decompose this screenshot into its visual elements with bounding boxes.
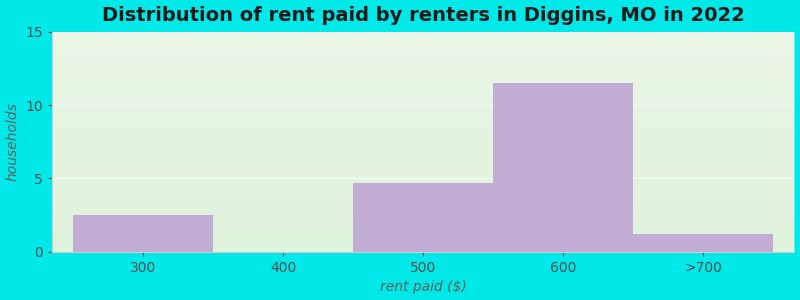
Bar	[634, 234, 774, 252]
Title: Distribution of rent paid by renters in Diggins, MO in 2022: Distribution of rent paid by renters in …	[102, 6, 745, 25]
Bar	[73, 215, 213, 252]
Y-axis label: households: households	[6, 102, 19, 181]
X-axis label: rent paid ($): rent paid ($)	[380, 280, 466, 294]
Bar	[353, 183, 493, 252]
Bar	[493, 83, 634, 252]
